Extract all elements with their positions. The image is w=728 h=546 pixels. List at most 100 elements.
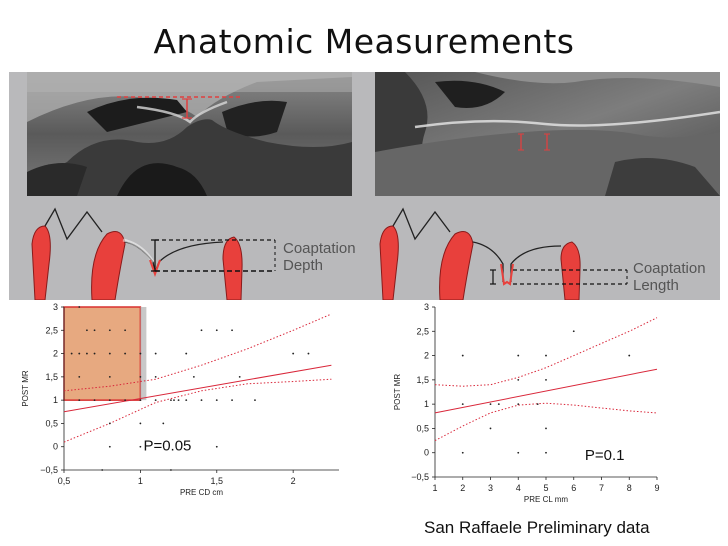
data-point (307, 352, 310, 355)
x-tick-label: 3 (488, 483, 493, 493)
data-point (108, 329, 111, 332)
data-point (78, 399, 81, 402)
regression-line (63, 364, 332, 413)
slide-title: Anatomic Measurements (153, 22, 575, 61)
data-point (231, 329, 233, 332)
x-tick-label: 6 (571, 483, 576, 493)
data-point (86, 352, 88, 355)
y-tick-label: 1 (53, 395, 58, 405)
x-tick-label: 1 (432, 483, 437, 493)
data-point (192, 375, 195, 378)
y-tick-label: 1 (424, 399, 429, 409)
y-axis-label: POST MR (393, 374, 402, 411)
x-tick-label: 1 (138, 476, 143, 486)
data-point (154, 399, 157, 402)
data-point (177, 399, 180, 402)
y-tick-label: 2 (424, 351, 429, 361)
data-point (497, 403, 500, 406)
y-tick-label: −0,5 (411, 472, 429, 482)
diagram-left-label-2: Depth (283, 257, 323, 274)
data-point (101, 469, 104, 471)
data-point (517, 378, 520, 381)
echo-image-right (375, 72, 720, 196)
data-point (545, 378, 547, 381)
data-point (124, 352, 127, 355)
data-point (139, 422, 142, 425)
data-point (238, 375, 241, 378)
data-point (139, 399, 142, 402)
y-tick-label: 0,5 (416, 423, 429, 433)
y-tick-label: 2,5 (45, 325, 58, 335)
data-point (93, 329, 96, 332)
data-point (108, 399, 111, 402)
data-point (572, 330, 575, 333)
x-axis-label: PRE CL mm (524, 495, 568, 504)
x-tick-label: 4 (516, 483, 521, 493)
data-point (489, 427, 492, 430)
data-point (108, 422, 111, 425)
data-point (154, 375, 157, 378)
x-tick-label: 0,5 (58, 476, 71, 486)
data-point (78, 375, 81, 378)
highlight-region (63, 306, 142, 401)
x-tick-label: 2 (291, 476, 296, 486)
data-point (162, 422, 165, 425)
y-tick-label: 0 (53, 442, 58, 452)
scatter-plot-pre-cd: −0,5 0 0,5 1 1,5 2 2,5 3 0,5 1 1,5 2 PRE CD cm POST M… (14, 300, 339, 505)
y-tick-label: −0,5 (40, 465, 58, 475)
scatter-plot-left-svg: −0,5 0 0,5 1 1,5 2 2,5 3 0,5 1 1,5 2 PRE CD cm POST M… (21, 302, 339, 497)
data-point (139, 445, 142, 448)
data-point (536, 403, 539, 406)
data-point (170, 399, 172, 402)
y-tick-label: 2,5 (416, 326, 429, 336)
data-point (108, 445, 111, 448)
data-point (215, 445, 218, 448)
x-tick-label: 7 (599, 483, 604, 493)
data-point (215, 329, 218, 332)
scatter-plot-right-svg: −0,5 0 0,5 1 1,5 2 2,5 3 1 2 3 4 5 6 7 8 9 PRE CL mm POST … (393, 302, 660, 504)
ci-upper-curve (63, 313, 332, 392)
x-tick-label: 8 (627, 483, 632, 493)
x-tick-label: 9 (654, 483, 659, 493)
data-point (545, 451, 547, 454)
y-tick-label: 0,5 (45, 418, 58, 428)
data-point (108, 375, 111, 378)
data-point (231, 399, 233, 402)
data-point (489, 403, 492, 406)
y-tick-label: 1,5 (416, 375, 429, 385)
y-axis-label: POST MR (21, 370, 30, 407)
data-point (139, 375, 142, 378)
data-point (78, 352, 81, 355)
data-point (78, 306, 81, 308)
data-point (461, 354, 464, 357)
data-point (93, 399, 96, 402)
data-point (200, 329, 203, 332)
scatter-plot-pre-cl: −0,5 0 0,5 1 1,5 2 2,5 3 1 2 3 4 5 6 7 8 9 PRE CL mm POST … (380, 300, 680, 505)
echo-image-left (27, 72, 352, 196)
data-point (108, 352, 111, 355)
data-point (200, 399, 203, 402)
data-point (185, 399, 188, 402)
x-tick-label: 5 (543, 483, 548, 493)
data-point (517, 403, 520, 406)
footer-note: San Raffaele Preliminary data (424, 518, 650, 537)
data-point (93, 352, 96, 355)
data-point (170, 469, 172, 471)
diagram-right-label-2: Length (633, 277, 679, 294)
ci-lower-curve (434, 402, 658, 442)
y-tick-label: 3 (53, 302, 58, 312)
coaptation-length-diagram: Coaptation Length (375, 204, 720, 300)
data-point (254, 399, 256, 402)
x-axis-label: PRE CD cm (180, 488, 223, 497)
regression-line (434, 368, 658, 414)
data-point (545, 427, 547, 430)
y-tick-label: 2 (53, 349, 58, 359)
data-point (124, 399, 127, 402)
data-point (70, 352, 73, 355)
y-tick-label: 3 (424, 302, 429, 312)
data-point (154, 352, 157, 355)
highlight-shadow (140, 307, 147, 401)
data-point (124, 329, 127, 332)
x-tick-label: 2 (460, 483, 465, 493)
data-point (215, 399, 218, 402)
